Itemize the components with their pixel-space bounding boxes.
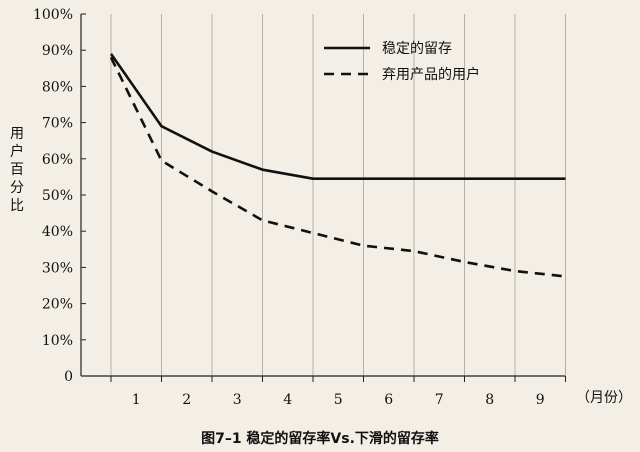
series-line xyxy=(109,53,566,181)
x-axis-unit: （月份） xyxy=(576,390,632,406)
series-line xyxy=(109,56,566,278)
x-tick-label: 1 xyxy=(132,392,141,408)
figure-caption: 图7–1 稳定的留存率Vs.下滑的留存率 xyxy=(201,431,439,447)
x-tick-label: 9 xyxy=(536,392,545,408)
y-tick-label: 50% xyxy=(42,188,73,204)
y-tick-label: 100% xyxy=(33,7,73,23)
y-tick-label: 20% xyxy=(42,297,73,313)
x-tick-label: 6 xyxy=(384,392,393,408)
y-tick-labels: 0 10% 20% 30% 40% 50% 60% 70% 80% 90% 100% xyxy=(33,7,73,385)
y-tick-label: 80% xyxy=(42,79,73,95)
y-tick-label: 90% xyxy=(42,43,73,59)
x-tick-label: 4 xyxy=(283,392,292,408)
y-tick-label: 40% xyxy=(42,224,73,240)
y-axis-label-char: 户 xyxy=(10,143,24,160)
grid-lines xyxy=(110,14,566,376)
y-tick-label: 30% xyxy=(42,260,73,276)
x-tick-label: 3 xyxy=(233,392,242,408)
x-tick-label: 7 xyxy=(435,392,444,408)
y-tick-label: 60% xyxy=(42,152,73,168)
y-axis-label-char: 用 xyxy=(10,126,24,142)
y-tick-label: 0 xyxy=(64,369,73,385)
y-axis-label-char: 分 xyxy=(10,180,24,196)
y-tick-label: 70% xyxy=(42,116,73,132)
legend-label: 稳定的留存 xyxy=(382,41,452,57)
x-tick-labels: 1 2 3 4 5 6 7 8 9 xyxy=(132,392,545,408)
y-axis-label-char: 比 xyxy=(10,198,24,214)
x-tick-label: 5 xyxy=(334,392,343,408)
x-tick-label: 8 xyxy=(485,392,494,408)
axes xyxy=(80,13,566,382)
y-axis-label-char: 百 xyxy=(10,162,24,178)
x-tick-label: 2 xyxy=(182,392,191,408)
series-lines xyxy=(109,53,566,278)
retention-chart: 0 10% 20% 30% 40% 50% 60% 70% 80% 90% 100% 1 2 3 4 5 6 7… xyxy=(10,7,632,408)
legend-label: 弃用产品的用户 xyxy=(382,66,480,83)
y-tick-label: 10% xyxy=(42,333,73,349)
